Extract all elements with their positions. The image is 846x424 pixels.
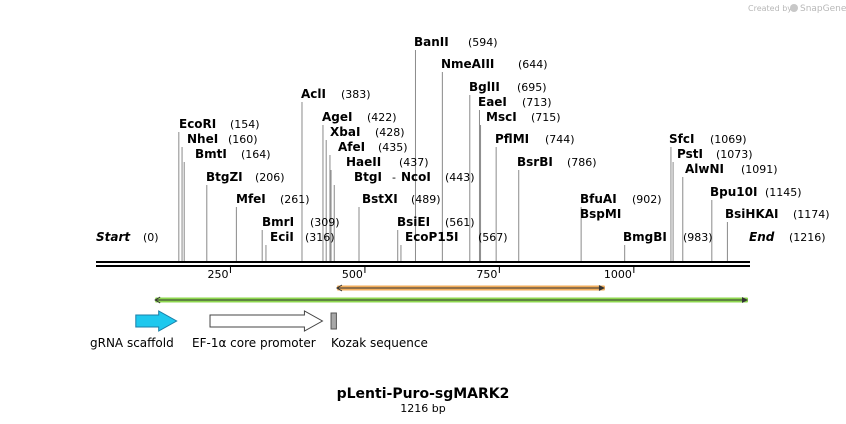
- site-position-xbai: (428): [375, 126, 405, 139]
- site-label-bglii: BglII: [469, 80, 500, 94]
- site-position-nhei: (160): [228, 133, 258, 146]
- orf-arrow-icon-2: [742, 297, 748, 303]
- site-label-ecori: EcoRI: [179, 117, 216, 131]
- site-position-ecop15i: (567): [478, 231, 508, 244]
- site-label-bsrbi: BsrBI: [517, 155, 553, 169]
- plasmid-name: pLenti-Puro-sgMARK2: [337, 386, 510, 402]
- site-position-bmgbi: (983): [683, 231, 713, 244]
- orf-start-marker-1: [335, 284, 343, 292]
- site-label-msci: MscI: [486, 110, 517, 124]
- site-position-acli: (383): [341, 88, 371, 101]
- site-position-pflmi: (744): [545, 133, 575, 146]
- scale-label-1000: 1000: [604, 268, 632, 281]
- site-position-nmeaiii: (644): [518, 58, 548, 71]
- site-position-agei: (422): [367, 111, 397, 124]
- site-label-bpu10i: Bpu10I: [710, 185, 757, 199]
- site-position-afei: (435): [378, 141, 408, 154]
- start-position: (0): [143, 231, 159, 244]
- site-position-haeii: (437): [399, 156, 429, 169]
- feature-kozak-sequence-box[interactable]: [330, 312, 337, 330]
- scale-label-250: 250: [207, 268, 228, 281]
- site-label-ecop15i: EcoP15I: [405, 230, 459, 244]
- site-labels: BanII (594) NmeAIII (644) BglII (695) EaeI (713…: [179, 35, 830, 244]
- site-label-mfei: MfeI: [236, 192, 266, 206]
- site-position-bmri: (309): [310, 216, 340, 229]
- site-label-btgi: BtgI: [354, 170, 382, 184]
- site-position-banii: (594): [468, 36, 498, 49]
- feature-label-grna-scaffold: gRNA scaffold: [90, 336, 174, 350]
- site-position-bsiei: (561): [445, 216, 475, 229]
- site-label-eaei: EaeI: [478, 95, 507, 109]
- site-label-btgzi: BtgZI: [206, 170, 243, 184]
- site-label-bsiei: BsiEI: [397, 215, 430, 229]
- site-lines: [178, 50, 728, 261]
- site-label-bfuai: BfuAI: [580, 192, 617, 206]
- site-position-sfci: (1069): [710, 133, 747, 146]
- site-separator-dash: -: [392, 171, 396, 184]
- site-label-bspmi: BspMI: [580, 207, 621, 221]
- site-label-bmri: BmrI: [262, 215, 294, 229]
- plasmid-size: 1216 bp: [400, 402, 445, 415]
- scale-label-750: 750: [476, 268, 497, 281]
- site-label-afei: AfeI: [338, 140, 365, 154]
- credit-brand: SnapGene: [800, 4, 846, 14]
- site-position-bmti: (164): [241, 148, 271, 161]
- site-label-ecii: EciI: [270, 230, 294, 244]
- site-label-bsihkai: BsiHKAI: [725, 207, 779, 221]
- feature-ef-1-core-promoter-arrow[interactable]: [209, 310, 324, 332]
- site-label-haeii: HaeII: [346, 155, 381, 169]
- site-position-ecori: (154): [230, 118, 260, 131]
- site-label-pflmi: PflMI: [495, 132, 529, 146]
- orf-start-marker-2: [154, 296, 161, 304]
- site-label-xbai: XbaI: [330, 125, 360, 139]
- site-position-bfuai: (902): [632, 193, 662, 206]
- site-position-bsrbi: (786): [567, 156, 597, 169]
- site-label-psti: PstI: [677, 147, 703, 161]
- end-label: End: [749, 230, 775, 244]
- site-label-banii: BanII: [414, 35, 449, 49]
- scale-label-500: 500: [342, 268, 363, 281]
- site-label-acli: AclI: [301, 87, 326, 101]
- orf-arrow-icon-1: [598, 285, 605, 291]
- site-position-bpu10i: (1145): [765, 186, 802, 199]
- site-position-bglii: (695): [517, 81, 547, 94]
- site-position-mfei: (261): [280, 193, 310, 206]
- scale-ticks: 250 500 750 1000: [207, 266, 635, 281]
- site-position-psti: (1073): [716, 148, 753, 161]
- site-label-nmeaiii: NmeAIII: [441, 57, 494, 71]
- site-position-alwni: (1091): [741, 163, 778, 176]
- site-position-bstxi: (489): [411, 193, 441, 206]
- site-label-bstxi: BstXI: [362, 192, 398, 206]
- start-label: Start: [96, 230, 131, 244]
- features: gRNA scaffold EF-1α core promoter Kozak se…: [90, 310, 428, 350]
- site-position-eaei: (713): [522, 96, 552, 109]
- credit-prefix: Created by: [748, 4, 792, 13]
- feature-grna-scaffold-arrow[interactable]: [135, 310, 178, 332]
- feature-label-ef-1-core-promoter: EF-1α core promoter: [192, 336, 316, 350]
- site-label-alwni: AlwNI: [685, 162, 724, 176]
- site-position-btgzi: (206): [255, 171, 285, 184]
- site-position-ecii: (316): [305, 231, 335, 244]
- site-position-msci: (715): [531, 111, 561, 124]
- snapgene-logo-icon: [790, 4, 798, 12]
- feature-label-kozak-sequence: Kozak sequence: [331, 336, 428, 350]
- orfs: [154, 284, 748, 304]
- site-label-bmti: BmtI: [195, 147, 227, 161]
- site-label-nhei: NheI: [187, 132, 218, 146]
- site-label-sfci: SfcI: [669, 132, 694, 146]
- site-position-ncoi: (443): [445, 171, 475, 184]
- site-position-bsihkai: (1174): [793, 208, 830, 221]
- end-position: (1216): [789, 231, 826, 244]
- site-label-bmgbi: BmgBI: [623, 230, 667, 244]
- site-label-agei: AgeI: [322, 110, 352, 124]
- site-label-ncoi: NcoI: [401, 170, 431, 184]
